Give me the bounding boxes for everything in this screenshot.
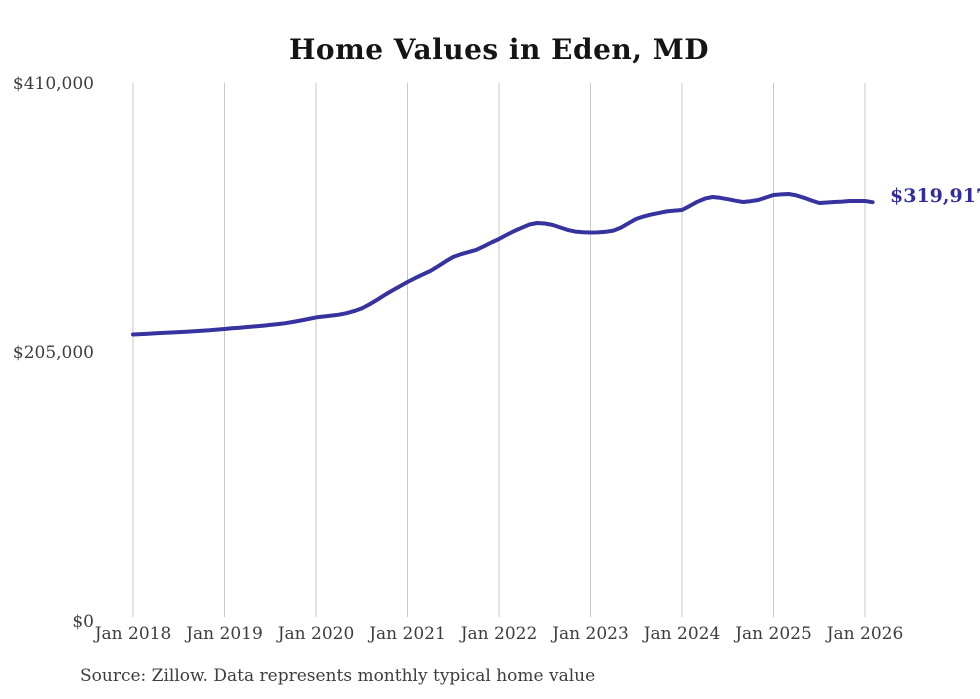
x-axis-label-jan-2018: Jan 2018 xyxy=(94,624,172,644)
x-axis-label-jan-2023: Jan 2023 xyxy=(552,624,629,644)
source-note: Source: Zillow. Data represents monthly … xyxy=(80,666,596,686)
chart-title: Home Values in Eden, MD xyxy=(288,33,710,66)
gridlines xyxy=(132,83,866,617)
x-axis-label-jan-2024: Jan 2024 xyxy=(643,624,721,644)
home-value-line xyxy=(131,192,875,337)
latest-value-label: $319,917 xyxy=(890,185,980,207)
y-axis-label-205000: $205,000 xyxy=(12,343,94,363)
y-axis-label-410000: $410,000 xyxy=(12,74,94,94)
x-axis-label-jan-2019: Jan 2019 xyxy=(186,624,263,644)
y-axis-label-0: $0 xyxy=(72,612,94,632)
x-axis-label-jan-2020: Jan 2020 xyxy=(277,624,355,644)
x-axis-label-jan-2021: Jan 2021 xyxy=(369,624,446,644)
x-axis-label-jan-2026: Jan 2026 xyxy=(826,624,904,644)
x-axis-label-jan-2025: Jan 2025 xyxy=(735,624,812,644)
x-axis-label-jan-2022: Jan 2022 xyxy=(460,624,538,644)
